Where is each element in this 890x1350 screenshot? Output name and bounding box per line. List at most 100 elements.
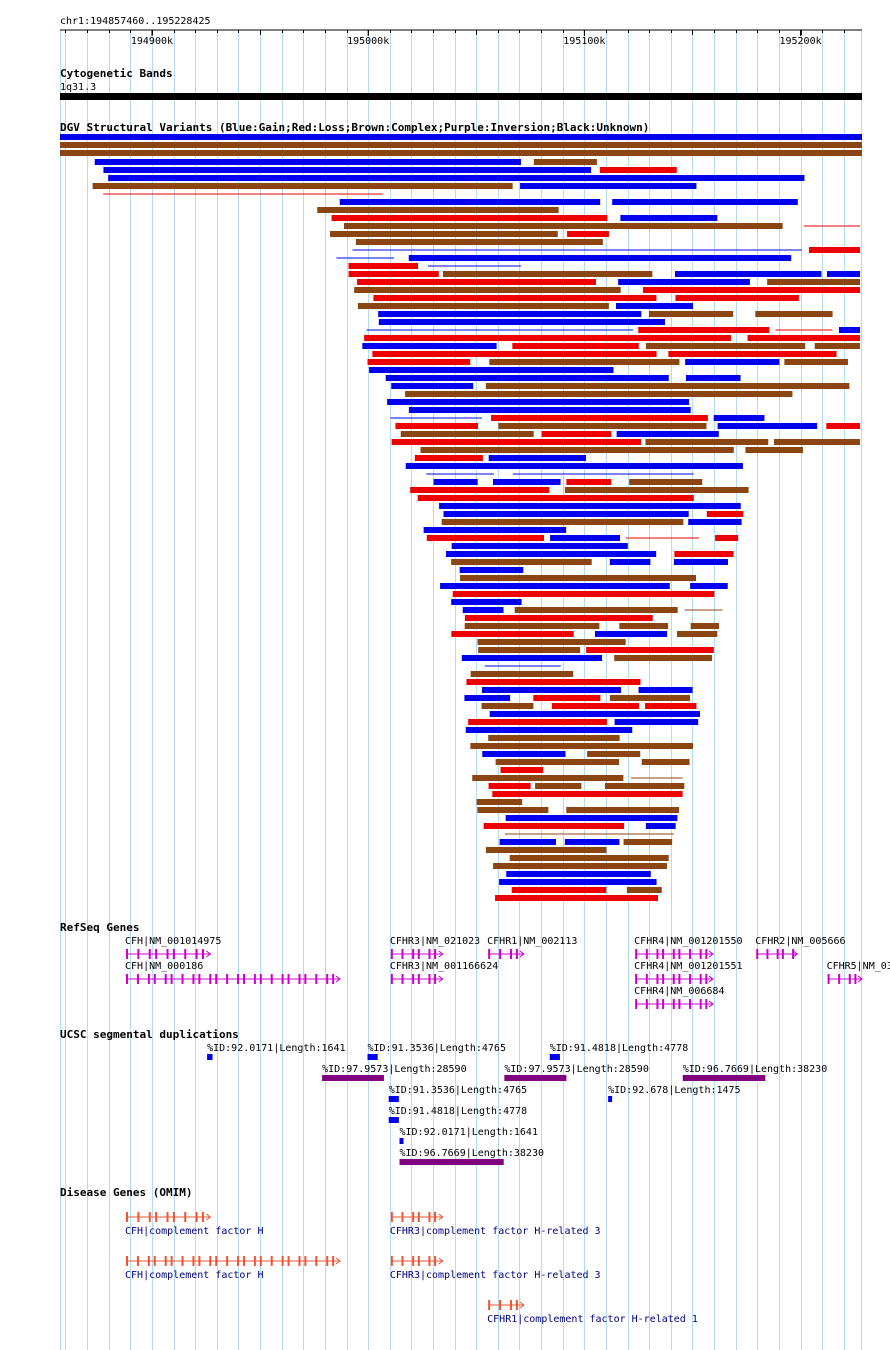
dgv-variant[interactable] (533, 159, 597, 165)
dgv-variant[interactable] (355, 239, 603, 245)
refseq-gene[interactable] (488, 949, 525, 959)
dgv-variant[interactable] (481, 687, 622, 693)
dgv-variant[interactable] (690, 583, 728, 589)
dgv-variant[interactable] (512, 343, 639, 349)
dgv-variant[interactable] (784, 359, 848, 365)
dgv-variant[interactable] (616, 431, 719, 437)
dgv-variant[interactable] (615, 303, 693, 309)
dgv-variant[interactable] (488, 783, 531, 789)
dgv-variant[interactable] (408, 255, 792, 261)
dgv-variant[interactable] (674, 551, 734, 557)
dgv-variant[interactable] (505, 815, 678, 821)
dgv-variant[interactable] (478, 647, 581, 653)
dgv-variant[interactable] (330, 231, 558, 237)
dgv-variant[interactable] (551, 703, 640, 709)
dgv-variant[interactable] (460, 575, 697, 581)
segdup-block[interactable] (608, 1096, 613, 1102)
dgv-variant[interactable] (405, 463, 743, 469)
dgv-variant[interactable] (60, 150, 862, 156)
dgv-variant[interactable] (626, 887, 662, 893)
dgv-variant[interactable] (439, 503, 741, 509)
dgv-variant[interactable] (492, 791, 683, 797)
dgv-variant[interactable] (499, 879, 657, 885)
dgv-variant[interactable] (405, 391, 793, 397)
omim-disease-genes[interactable]: CFH|complement factor H CFHR3|complement … (125, 1212, 698, 1325)
dgv-variant[interactable] (717, 423, 818, 429)
dgv-variant[interactable] (641, 759, 690, 765)
dgv-variant[interactable] (464, 615, 653, 621)
dgv-variant[interactable] (443, 511, 689, 517)
dgv-variant[interactable] (339, 199, 601, 205)
dgv-variant[interactable] (688, 519, 742, 525)
dgv-variant[interactable] (423, 527, 567, 533)
dgv-variant[interactable] (566, 807, 680, 813)
dgv-variant[interactable] (348, 263, 419, 269)
dgv-variant[interactable] (391, 439, 642, 445)
dgv-variant[interactable] (385, 375, 669, 381)
dgv-variant[interactable] (690, 623, 720, 629)
dgv-variant[interactable] (414, 455, 483, 461)
segdup-block[interactable] (399, 1159, 504, 1165)
segdup-block[interactable] (682, 1075, 766, 1081)
dgv-variant[interactable] (391, 383, 474, 389)
segdup-block[interactable] (388, 1117, 399, 1123)
dgv-variant[interactable] (638, 327, 770, 333)
dgv-variant[interactable] (367, 359, 471, 365)
dgv-variant[interactable] (673, 559, 728, 565)
dgv-variant[interactable] (814, 343, 860, 349)
segmental-duplications[interactable]: %ID:92.0171|Length:1641 %ID:91.3536|Lengt… (207, 1043, 827, 1165)
dgv-variant[interactable] (642, 287, 860, 293)
cytoband-bar[interactable] (60, 93, 862, 100)
dgv-variant[interactable] (462, 607, 504, 613)
dgv-variant[interactable] (465, 727, 633, 733)
dgv-variant[interactable] (470, 671, 574, 677)
dgv-variant[interactable] (94, 159, 521, 165)
dgv-variant[interactable] (372, 351, 657, 357)
dgv-variant[interactable] (492, 479, 561, 485)
dgv-variant[interactable] (550, 535, 621, 541)
dgv-variant[interactable] (378, 319, 665, 325)
dgv-variants[interactable] (60, 134, 862, 901)
dgv-variant[interactable] (108, 175, 805, 181)
dgv-variant[interactable] (477, 639, 626, 645)
segdup-block[interactable] (388, 1096, 399, 1102)
dgv-variant[interactable] (483, 823, 625, 829)
dgv-variant[interactable] (645, 823, 676, 829)
dgv-variant[interactable] (442, 271, 653, 277)
refseq-gene[interactable] (126, 974, 341, 984)
refseq-gene[interactable] (126, 949, 212, 959)
dgv-variant[interactable] (491, 415, 708, 421)
dgv-variant[interactable] (586, 647, 714, 653)
dgv-variant[interactable] (715, 535, 739, 541)
dgv-variant[interactable] (472, 775, 624, 781)
dgv-variant[interactable] (675, 295, 799, 301)
dgv-variant[interactable] (103, 167, 592, 173)
refseq-genes[interactable]: CFH|NM_001014975 CFH|NM_000186 CFHR3|NM_02… (125, 936, 890, 1009)
dgv-variant[interactable] (620, 215, 718, 221)
dgv-variant[interactable] (476, 799, 523, 805)
dgv-variant[interactable] (511, 887, 607, 893)
dgv-variant[interactable] (612, 199, 798, 205)
dgv-variant[interactable] (348, 271, 439, 277)
dgv-variant[interactable] (514, 607, 678, 613)
refseq-gene[interactable] (635, 999, 714, 1009)
omim-gene[interactable] (390, 1256, 444, 1266)
refseq-gene[interactable] (390, 949, 444, 959)
dgv-variant[interactable] (343, 223, 783, 229)
dgv-variant[interactable] (638, 687, 693, 693)
dgv-variant[interactable] (745, 447, 803, 453)
dgv-variant[interactable] (493, 863, 667, 869)
segdup-block[interactable] (367, 1054, 378, 1060)
dgv-variant[interactable] (395, 423, 479, 429)
dgv-variant[interactable] (629, 479, 703, 485)
dgv-variant[interactable] (609, 559, 651, 565)
dgv-variant[interactable] (92, 183, 513, 189)
dgv-variant[interactable] (357, 303, 609, 309)
dgv-variant[interactable] (564, 839, 620, 845)
dgv-variant[interactable] (674, 271, 822, 277)
dgv-variant[interactable] (482, 751, 566, 757)
segdup-block[interactable] (549, 1054, 560, 1060)
dgv-variant[interactable] (485, 383, 850, 389)
dgv-variant[interactable] (645, 703, 697, 709)
dgv-variant[interactable] (408, 407, 691, 413)
